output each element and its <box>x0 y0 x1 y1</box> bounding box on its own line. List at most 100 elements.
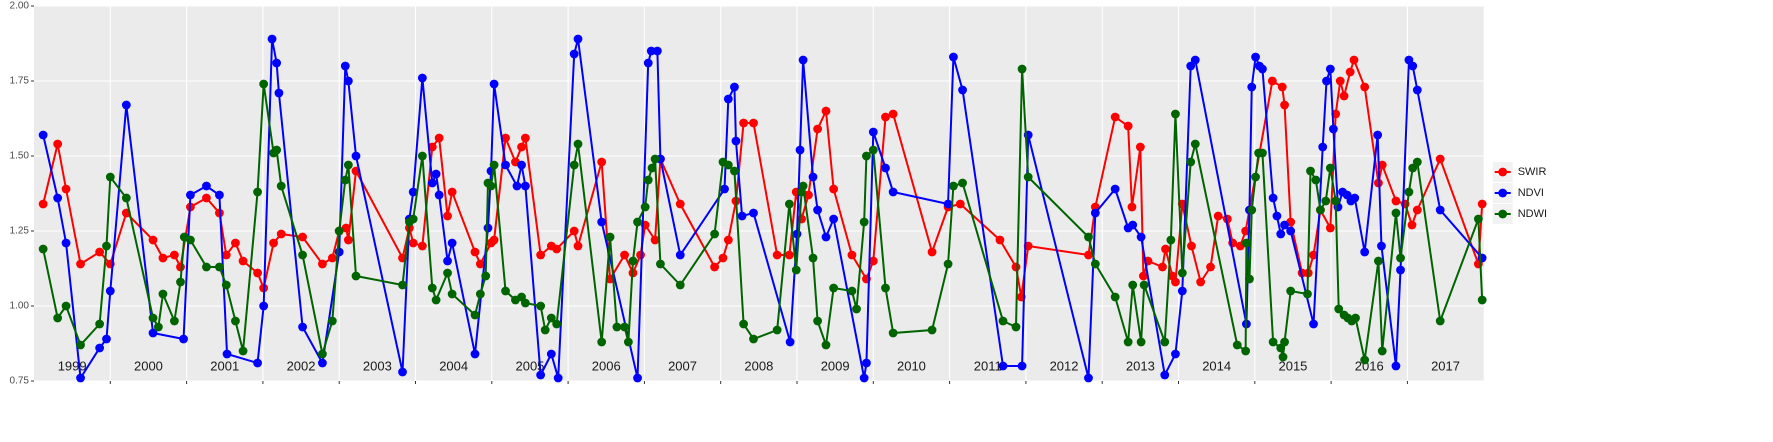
series-point <box>298 250 307 260</box>
y-tick-label: 1.75 <box>10 76 30 87</box>
series-point <box>888 328 898 338</box>
year-label: 2015 <box>1278 358 1307 373</box>
series-point <box>720 184 729 194</box>
series-point <box>520 133 530 143</box>
series-point <box>238 346 248 356</box>
series-point <box>298 322 307 332</box>
series-point <box>1391 196 1401 206</box>
series-point <box>784 250 794 260</box>
series-point <box>888 109 898 119</box>
series-point <box>859 373 869 383</box>
series-point <box>785 337 795 347</box>
series-point <box>186 235 195 245</box>
series-point <box>647 163 657 173</box>
series-point <box>343 235 353 245</box>
year-label: 2001 <box>210 358 239 373</box>
series-point <box>646 46 656 56</box>
series-point <box>1412 85 1422 95</box>
series-point <box>1377 160 1387 170</box>
year-label: 1999 <box>58 358 87 373</box>
series-point <box>798 55 808 65</box>
year-label: 2017 <box>1431 358 1460 373</box>
series-point <box>612 322 622 332</box>
series-point <box>1435 205 1445 215</box>
series-point <box>158 289 168 299</box>
series-point <box>1408 61 1418 71</box>
series-point <box>998 316 1008 326</box>
series-point <box>520 181 530 191</box>
series-point <box>1171 277 1180 287</box>
series-point <box>730 166 739 176</box>
series-point <box>1123 337 1133 347</box>
series-point <box>327 253 337 263</box>
series-point <box>340 175 350 185</box>
series-point <box>656 259 665 269</box>
series-point <box>427 283 437 293</box>
series-point <box>470 247 480 257</box>
series-point <box>53 193 63 203</box>
series-point <box>737 211 747 221</box>
series-point <box>1360 82 1370 92</box>
series-point <box>868 256 878 266</box>
series-point <box>215 190 224 200</box>
series-point <box>731 136 741 146</box>
series-point <box>1360 355 1370 365</box>
series-point <box>749 208 758 218</box>
series-point <box>1391 208 1401 218</box>
series-point <box>852 304 861 314</box>
series-point <box>276 229 286 239</box>
y-tick-label: 1.25 <box>10 226 30 237</box>
series-point <box>470 310 480 320</box>
series-point <box>749 334 758 344</box>
series-point <box>351 271 361 281</box>
series-point <box>259 79 269 89</box>
series-point <box>486 181 496 191</box>
series-point <box>1407 220 1417 230</box>
series-point <box>1360 247 1370 257</box>
series-point <box>546 349 556 359</box>
series-point <box>202 193 211 203</box>
series-point <box>470 349 480 359</box>
y-tick-label: 0.75 <box>10 376 30 387</box>
series-point <box>813 124 823 134</box>
series-point <box>1396 253 1405 263</box>
series-point <box>343 160 353 170</box>
series-point <box>620 322 629 332</box>
series-point <box>1011 262 1021 272</box>
series-point <box>1127 202 1137 212</box>
series-point <box>121 193 131 203</box>
series-point <box>1090 259 1100 269</box>
series-point <box>259 301 269 311</box>
series-point <box>949 52 958 62</box>
series-point <box>1339 91 1349 101</box>
series-point <box>1139 280 1149 290</box>
series-point <box>1435 316 1445 326</box>
series-point <box>61 238 71 248</box>
series-point <box>431 169 441 179</box>
series-point <box>1412 157 1422 167</box>
series-point <box>597 217 607 227</box>
series-point <box>813 205 823 215</box>
series-point <box>102 334 111 344</box>
series-point <box>61 301 71 311</box>
series-point <box>148 313 158 323</box>
series-point <box>447 187 457 197</box>
series-point <box>829 184 839 194</box>
series-point <box>1251 172 1260 182</box>
series-point <box>221 250 231 260</box>
y-tick-label: 1.50 <box>10 151 30 162</box>
series-point <box>633 373 642 383</box>
year-label: 2011 <box>974 358 1002 373</box>
year-label: 2012 <box>1050 358 1079 373</box>
series-point <box>76 373 85 383</box>
series-point <box>1322 76 1331 86</box>
series-point <box>1110 292 1120 302</box>
series-point <box>95 343 105 353</box>
series-point <box>1268 193 1278 203</box>
year-label: 2010 <box>897 358 926 373</box>
series-point <box>1325 223 1335 233</box>
series-point <box>417 241 427 251</box>
series-point <box>949 181 958 191</box>
series-point <box>868 145 878 155</box>
series-point <box>821 232 831 242</box>
